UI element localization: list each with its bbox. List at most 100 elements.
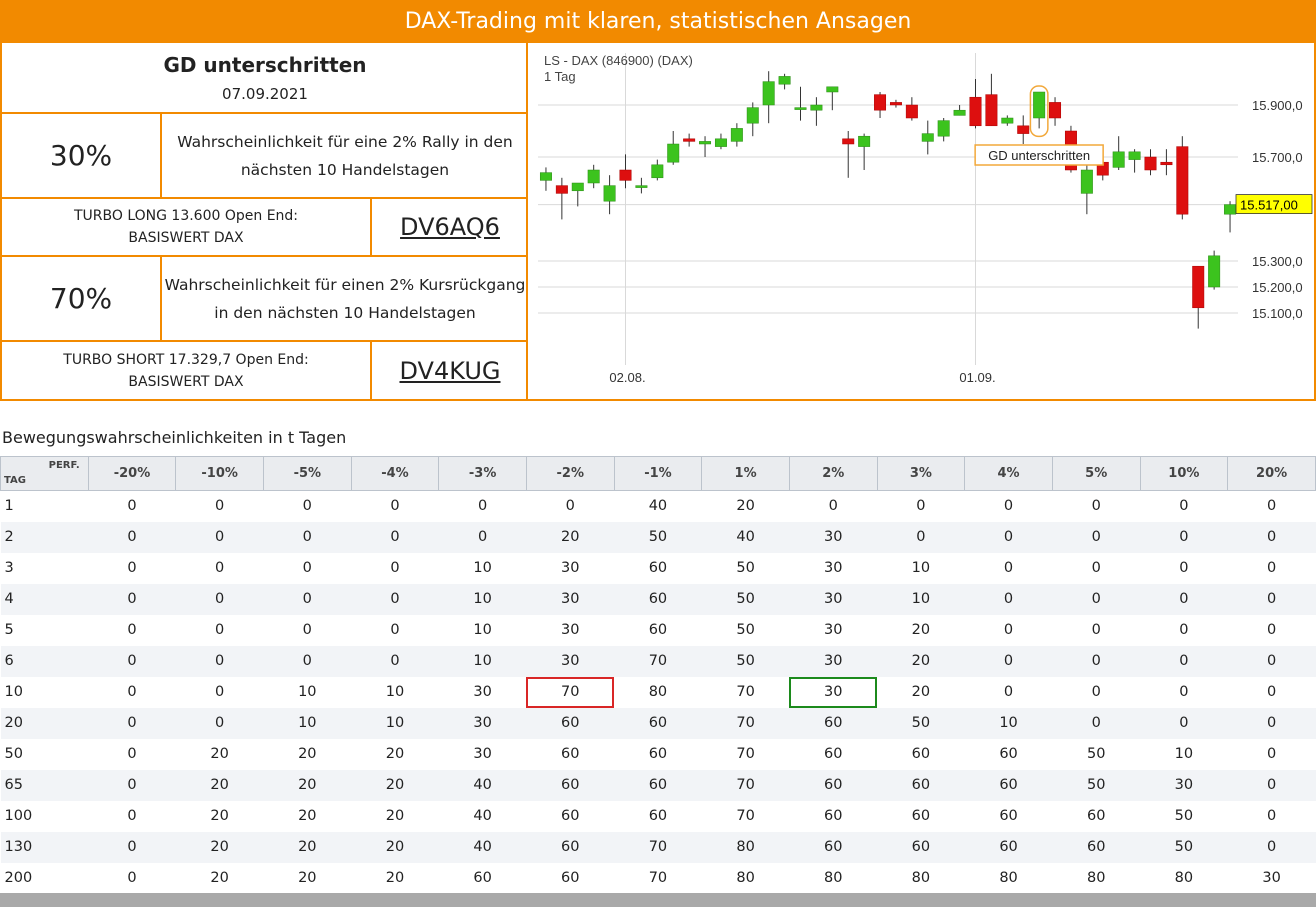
row-tag-cell: 20 xyxy=(0,707,89,739)
table-row: 100 0 20 20 20 40 60 60 70 60 60 60 60 50 0 xyxy=(1,801,1316,832)
value-cell: 60 xyxy=(999,808,1018,824)
value-cell: 0 xyxy=(390,622,400,638)
value-cell: 0 xyxy=(565,498,575,515)
y-tick-label: 15.300,0 xyxy=(1252,254,1303,269)
row-tag-cell: 50 xyxy=(4,746,23,762)
candle-up xyxy=(858,135,871,147)
value-cell: 60 xyxy=(526,831,615,863)
value-cell: 10 xyxy=(877,583,965,615)
value-cell: 40 xyxy=(701,521,790,553)
candle-up xyxy=(1112,151,1125,168)
candle-up xyxy=(603,185,616,202)
value-cell: 0 xyxy=(1140,521,1228,553)
candle-up xyxy=(730,128,743,142)
value-cell: 50 xyxy=(736,622,755,638)
value-cell: 10 xyxy=(263,707,352,739)
value-cell: 60 xyxy=(824,808,843,824)
value-cell: 0 xyxy=(1179,684,1189,700)
value-cell: 0 xyxy=(1052,521,1141,553)
y-tick-label: 15.100,0 xyxy=(1252,306,1303,321)
dax-chart-panel: 15.900,0 15.700,0 15.300,0 15.200,0 15.100,0… xyxy=(528,43,1316,401)
turbo-long-code-cell: DV6AQ6 xyxy=(372,199,528,257)
column-header: -4% xyxy=(350,456,440,491)
value-cell: 20 xyxy=(736,498,755,515)
column-header: -3% xyxy=(438,456,527,491)
value-cell: 0 xyxy=(175,521,264,553)
value-cell: 60 xyxy=(561,870,580,886)
value-cell: 20 xyxy=(298,870,317,886)
value-cell: 10 xyxy=(351,707,439,739)
candle-up xyxy=(826,86,839,93)
value-cell: 70 xyxy=(736,746,755,762)
value-cell: 20 xyxy=(911,684,931,700)
turbo-long-code-link[interactable]: DV6AQ6 xyxy=(400,213,500,241)
value-cell: 70 xyxy=(614,645,702,677)
value-cell: 0 xyxy=(1003,560,1014,576)
candle-down xyxy=(555,185,568,194)
value-cell: 30 xyxy=(438,707,527,739)
horizontal-scrollbar[interactable] xyxy=(0,893,1316,907)
value-cell: 20 xyxy=(351,769,439,801)
value-cell: 0 xyxy=(1266,746,1277,762)
value-cell: 60 xyxy=(964,769,1053,801)
value-cell: 0 xyxy=(1266,560,1277,576)
value-cell: 0 xyxy=(1227,521,1316,553)
value-cell: 30 xyxy=(789,583,878,615)
turbo-long-label: TURBO LONG 13.600 Open End: xyxy=(73,208,299,224)
value-cell: 60 xyxy=(789,707,878,739)
table-row: 2 0 0 0 0 0 20 50 40 30 0 0 0 0 0 xyxy=(0,521,1316,553)
value-cell: 80 xyxy=(1086,870,1106,886)
value-cell: 20 xyxy=(526,521,615,553)
turbo-short-underlying: BASISWERT DAX xyxy=(128,373,244,390)
value-cell: 0 xyxy=(215,622,225,638)
long-description: Wahrscheinlichkeit für eine 2% Rally in … xyxy=(162,114,528,199)
value-cell: 0 xyxy=(964,645,1053,677)
column-header: -20% xyxy=(87,456,177,491)
candle-up xyxy=(778,76,791,85)
table-header-row: PERF. TAG -20% -10% -5% -4% -3% -2% -1% 1% 2% 3% 4% 5… xyxy=(0,456,1316,491)
value-cell: 0 xyxy=(1052,645,1141,677)
value-cell: 60 xyxy=(877,831,965,863)
annotation-box xyxy=(974,144,1104,166)
value-cell: 30 xyxy=(561,560,580,576)
value-cell: 80 xyxy=(736,870,755,886)
value-cell: 60 xyxy=(911,746,931,762)
value-cell: 70 xyxy=(701,769,790,801)
last-price-label: 15.517,00 xyxy=(1240,198,1298,213)
value-cell: 20 xyxy=(385,808,405,824)
table-row: 10 0 0 10 10 30 70 80 70 30 20 0 0 0 0 xyxy=(1,677,1316,708)
value-cell: 60 xyxy=(648,808,668,824)
value-cell: 0 xyxy=(302,622,312,638)
value-cell: 20 xyxy=(351,831,439,863)
value-cell: 40 xyxy=(473,808,492,824)
row-tag-cell: 100 xyxy=(4,808,33,824)
value-cell: 0 xyxy=(1091,622,1101,638)
value-cell: 0 xyxy=(916,498,926,515)
value-cell: 30 xyxy=(1140,769,1228,801)
candle-down xyxy=(985,94,998,127)
column-header: -5% xyxy=(262,456,352,491)
turbo-short-label: TURBO SHORT 17.329,7 Open End: xyxy=(63,351,309,368)
y-tick-label: 15.900,0 xyxy=(1252,98,1303,113)
row-tag-cell: 65 xyxy=(0,769,89,801)
signal-title: GD unterschritten xyxy=(163,52,367,77)
value-cell: 30 xyxy=(824,560,843,576)
candle-up xyxy=(1080,169,1093,194)
value-cell: 0 xyxy=(1140,583,1228,615)
value-cell: 50 xyxy=(701,645,790,677)
candle-up xyxy=(699,141,712,145)
value-cell: 20 xyxy=(911,622,931,638)
value-cell: 20 xyxy=(298,808,317,824)
value-cell: 80 xyxy=(824,870,843,886)
column-header: -10% xyxy=(175,456,264,491)
value-cell: 70 xyxy=(614,831,702,863)
value-cell: 0 xyxy=(351,645,439,677)
value-cell: 30 xyxy=(473,746,492,762)
table-row: 130 0 20 20 20 40 60 70 80 60 60 60 60 50 0 xyxy=(0,831,1316,863)
turbo-short-code-link[interactable]: DV4KUG xyxy=(399,356,501,385)
value-cell: 70 xyxy=(736,684,755,700)
value-cell: 0 xyxy=(88,521,176,553)
value-cell: 40 xyxy=(438,769,527,801)
dax-candlestick-chart: 15.900,0 15.700,0 15.300,0 15.200,0 15.100,0… xyxy=(538,53,1313,385)
highlighted-short-cell: 70 xyxy=(526,677,614,708)
